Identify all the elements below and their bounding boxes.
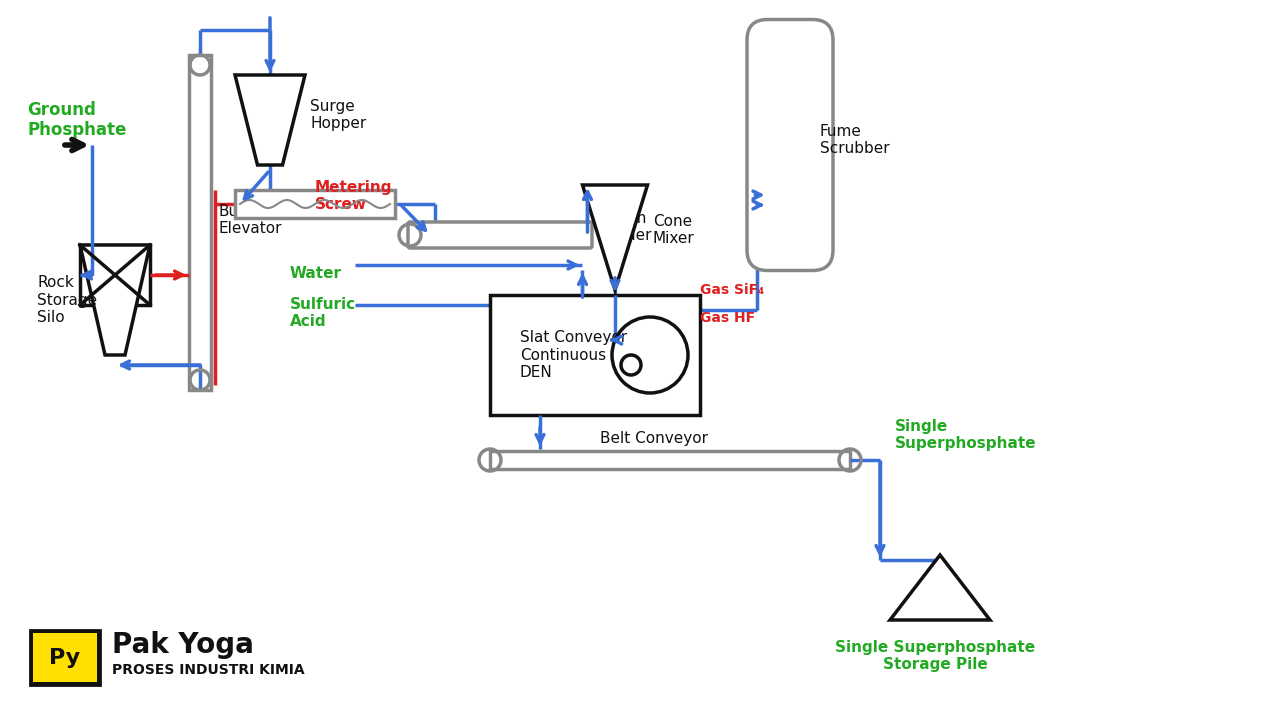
Text: PROSES INDUSTRI KIMIA: PROSES INDUSTRI KIMIA bbox=[113, 662, 305, 677]
Bar bbox=[490, 451, 850, 469]
Text: Cone
Mixer: Cone Mixer bbox=[653, 214, 695, 246]
Text: Metering
Screw: Metering Screw bbox=[315, 180, 393, 212]
Text: Slat Conveyor
Continuous
DEN: Slat Conveyor Continuous DEN bbox=[520, 330, 627, 380]
Polygon shape bbox=[81, 245, 150, 355]
Text: Belt Conveyor: Belt Conveyor bbox=[600, 431, 708, 446]
Bar bbox=[236, 190, 396, 218]
Text: Sulfuric
Acid: Sulfuric Acid bbox=[291, 297, 356, 329]
Text: Pak Yoga: Pak Yoga bbox=[113, 631, 253, 660]
Text: Single
Superphosphate: Single Superphosphate bbox=[895, 419, 1037, 451]
Text: Bucket
Elevator: Bucket Elevator bbox=[218, 204, 282, 236]
Bar bbox=[33, 633, 97, 682]
Text: Surge
Hopper: Surge Hopper bbox=[310, 99, 366, 131]
FancyBboxPatch shape bbox=[748, 19, 833, 271]
FancyBboxPatch shape bbox=[408, 222, 591, 248]
Polygon shape bbox=[890, 555, 989, 620]
Text: Ground
Phosphate: Ground Phosphate bbox=[27, 101, 127, 140]
Text: Gas HF: Gas HF bbox=[700, 311, 755, 325]
Polygon shape bbox=[582, 185, 648, 290]
Bar bbox=[490, 295, 700, 415]
Text: Single Superphosphate
Storage Pile: Single Superphosphate Storage Pile bbox=[835, 640, 1036, 672]
Text: Fume
Scrubber: Fume Scrubber bbox=[820, 124, 890, 156]
Text: Weigh
Feeder: Weigh Feeder bbox=[600, 211, 653, 243]
Polygon shape bbox=[236, 75, 305, 165]
Bar bbox=[81, 245, 150, 305]
Bar bbox=[189, 55, 211, 390]
Text: Rock
Storage
Silo: Rock Storage Silo bbox=[37, 275, 97, 325]
Bar bbox=[29, 630, 100, 685]
Text: Gas SiF₄: Gas SiF₄ bbox=[700, 283, 764, 297]
Text: Water: Water bbox=[291, 266, 342, 281]
Text: Py: Py bbox=[50, 647, 81, 667]
